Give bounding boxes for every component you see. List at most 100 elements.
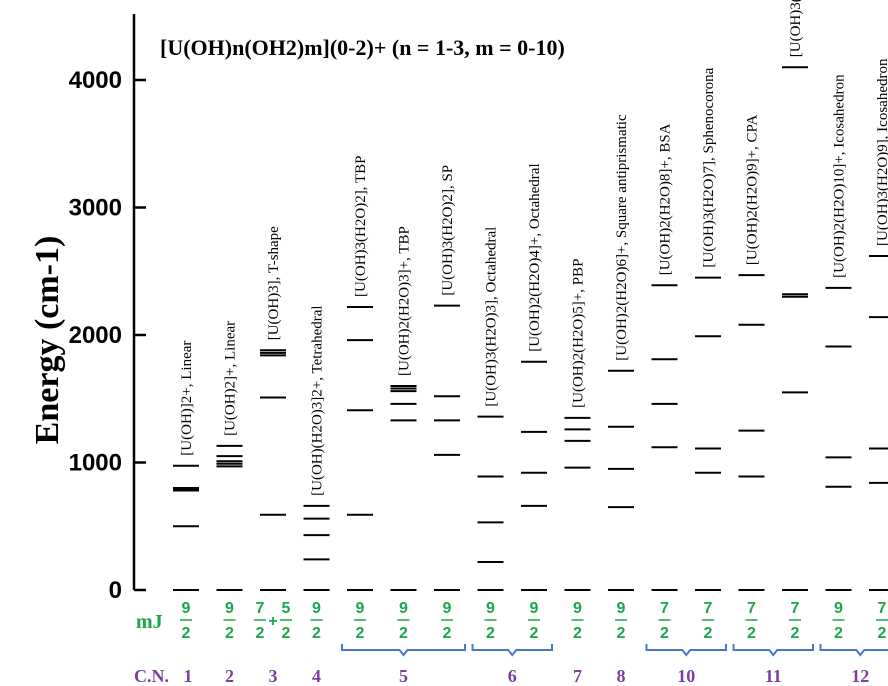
cn-group-bracket [732,644,814,657]
species-label: [U(OH)2(H2O)9]+, CPA [745,115,761,266]
level-columns: [U(OH)]2+, Linear [U(OH)2]+, Linear [U(OH)… [173,0,888,591]
cn-label: C.N. [134,666,169,686]
cn-value: 8 [617,666,626,686]
cn-value: 2 [225,666,234,686]
column-5: [U(OH)3(H2O)2], TBP [347,156,373,591]
mj-value: 72 [658,600,671,642]
column-14: [U(OH)2(H2O)9]+, CPA [738,115,765,591]
species-label: [U(OH)3(H2O)7], Sphenocorona [701,67,717,267]
species-label: [U(OH)3(H2O)2], TBP [353,156,369,297]
species-label: [U(OH)2(H2O)3]+, TBP [397,226,413,376]
column-16: [U(OH)2(H2O)10]+, Icosahedron [825,74,852,591]
y-axis-label: Energy (cm-1) [29,236,66,445]
mj-denominator: 2 [486,625,495,642]
cn-group-bracket [341,644,466,657]
y-tick-label: 0 [109,577,122,604]
mj-numerator: 5 [282,600,291,617]
mj-value: 72 [876,600,888,642]
mj-value: 92 [180,600,192,642]
chart-title: [U(OH)n(OH2)m](0-2)+ (n = 1-3, m = 0-10) [160,35,565,60]
species-label: [U(OH)2]+, Linear [223,321,239,436]
column-6: [U(OH)2(H2O)3]+, TBP [390,226,417,591]
species-label: [U(OH)3(H2O)2], SP [440,165,456,296]
mj-value: 92 [571,600,584,642]
y-tick-label: 3000 [69,195,122,222]
species-label: [U(OH)3(H2O)9], Icosahedron [875,58,888,246]
y-ticks: 0 1000 2000 3000 4000 [69,67,146,604]
column-11: [U(OH)2(H2O)6]+, Square antiprismatic [608,114,634,591]
species-label: [U(OH)3(H2O)3], Octahedral [484,227,500,407]
mj-numerator: 9 [486,600,495,617]
cn-value: 12 [851,666,869,686]
mj-value: 72 [702,600,714,642]
cn-value: 1 [184,666,193,686]
column-4: [U(OH)(H2O)3]2+, Tetrahedral [303,305,330,591]
column-3: [U(OH)3], T-shape [260,226,286,591]
mj-numerator: 9 [312,600,321,617]
mj-denominator: 2 [443,625,452,642]
cn-value: 6 [508,666,517,686]
species-label: [U(OH)2(H2O)4]+, Octahedral [527,163,543,351]
mj-numerator: 7 [747,600,756,617]
cn-row: C.N. 1 2 3 4 5 6 7 8 10 11 12 [134,666,869,686]
mj-denominator: 2 [617,625,626,642]
mj-label: mJ [136,611,163,633]
mj-value: 92 [310,600,323,642]
mj-denominator: 2 [747,625,756,642]
mj-label-text: mJ [136,611,163,633]
mj-value: 92 [528,600,540,642]
cn-group-bracket [645,644,727,657]
cn-value: 4 [312,666,321,686]
mj-numerator: 9 [182,600,191,617]
mj-denominator: 2 [256,625,265,642]
mj-denominator: 2 [282,625,291,642]
column-9: [U(OH)2(H2O)4]+, Octahedral [521,163,547,591]
mj-denominator: 2 [225,625,234,642]
cn-value: 11 [765,666,782,686]
y-tick-label: 2000 [69,322,122,349]
mj-denominator: 2 [878,625,887,642]
mj-value: 92 [354,600,366,642]
species-label: [U(OH)2(H2O)5]+, PBP [571,259,587,408]
mj-numerator: 7 [704,600,713,617]
mj-numerator: 7 [660,600,669,617]
cn-value: 7 [573,666,582,686]
mj-numerator: 7 [256,600,265,617]
species-label: [U(OH)(H2O)3]2+, Tetrahedral [310,305,326,495]
mj-numerator: 9 [617,600,626,617]
mj-numerator: 9 [225,600,234,617]
column-17: [U(OH)3(H2O)9], Icosahedron [869,58,888,591]
mj-value: 72 [745,600,758,642]
cn-value: 5 [399,666,408,686]
mj-value: 92 [832,600,845,642]
mj-numerator: 9 [399,600,408,617]
species-label: [U(OH)3], T-shape [266,226,282,340]
cn-group-bracket [819,644,888,657]
species-label: [U(OH)]2+, Linear [179,341,195,456]
species-label: [U(OH)2(H2O)10]+, Icosahedron [832,74,848,278]
column-2: [U(OH)2]+, Linear [216,321,243,591]
column-15: [U(OH)3(H2O)8], CPA [782,0,808,591]
mj-denominator: 2 [312,625,321,642]
mj-denominator: 2 [530,625,539,642]
species-label: [U(OH)3(H2O)8], CPA [788,0,804,57]
species-label: [U(OH)2(H2O)6]+, Square antiprismatic [614,114,630,361]
cn-value: 10 [677,666,695,686]
column-8: [U(OH)3(H2O)3], Octahedral [477,227,504,591]
mj-denominator: 2 [834,625,843,642]
cn-value: 3 [269,666,278,686]
mj-numerator: 9 [356,600,365,617]
mj-denominator: 2 [399,625,408,642]
mj-plus: + [268,613,277,630]
species-label: [U(OH)2(H2O)8]+, BSA [658,123,674,275]
column-10: [U(OH)2(H2O)5]+, PBP [564,259,591,591]
mj-value: 92 [441,600,453,642]
column-7: [U(OH)3(H2O)2], SP [434,165,460,591]
cn-group-bracket [471,644,553,657]
mj-value: 72 [789,600,801,642]
y-tick-label: 4000 [69,67,122,94]
column-1: [U(OH)]2+, Linear [173,341,199,591]
mj-denominator: 2 [704,625,713,642]
